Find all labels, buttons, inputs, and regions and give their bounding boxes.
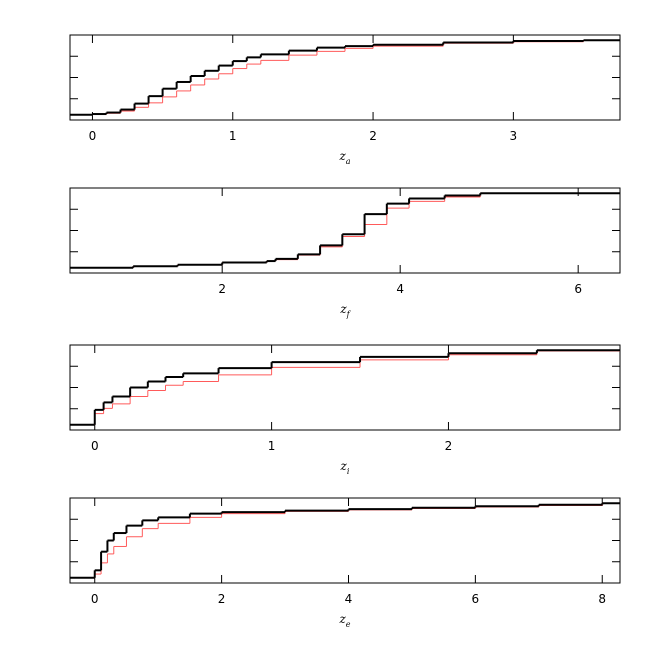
series-0 <box>70 502 620 579</box>
x-axis-label-sub: e <box>346 620 351 629</box>
x-tick-label: 6 <box>574 282 582 296</box>
series-0 <box>70 39 620 116</box>
x-axis-label-main: z <box>340 459 348 473</box>
x-tick-label: 3 <box>510 129 518 143</box>
series-0 <box>70 349 620 426</box>
x-tick-label: 2 <box>369 129 377 143</box>
x-tick-label: 0 <box>91 592 99 606</box>
x-tick-label: 2 <box>445 439 453 453</box>
x-axis-label: zf <box>339 302 351 319</box>
series-0 <box>70 192 620 269</box>
x-tick-label: 4 <box>345 592 353 606</box>
x-tick-label: 0 <box>89 129 97 143</box>
x-tick-label: 4 <box>396 282 404 296</box>
x-tick-label: 1 <box>268 439 276 453</box>
x-axis-label-main: z <box>338 149 346 163</box>
x-axis-label-main: z <box>338 612 346 626</box>
series-1 <box>70 39 620 116</box>
x-axis-label: zi <box>340 459 350 476</box>
x-axis-label: za <box>338 149 350 166</box>
series-1 <box>70 192 620 269</box>
x-tick-label: 8 <box>598 592 606 606</box>
x-axis-label-sub: a <box>346 157 351 166</box>
x-axis-label-sub: f <box>346 310 352 319</box>
plot-frame <box>69 187 621 274</box>
x-tick-label: 6 <box>472 592 480 606</box>
x-tick-label: 1 <box>229 129 237 143</box>
x-tick-label: 0 <box>91 439 99 453</box>
x-axis-label-main: z <box>339 302 347 316</box>
plot-frame <box>69 344 621 431</box>
x-axis-label: ze <box>338 612 350 629</box>
x-tick-label: 2 <box>218 282 226 296</box>
series-1 <box>70 502 620 579</box>
x-tick-label: 2 <box>218 592 226 606</box>
x-axis-label-sub: i <box>347 467 350 476</box>
